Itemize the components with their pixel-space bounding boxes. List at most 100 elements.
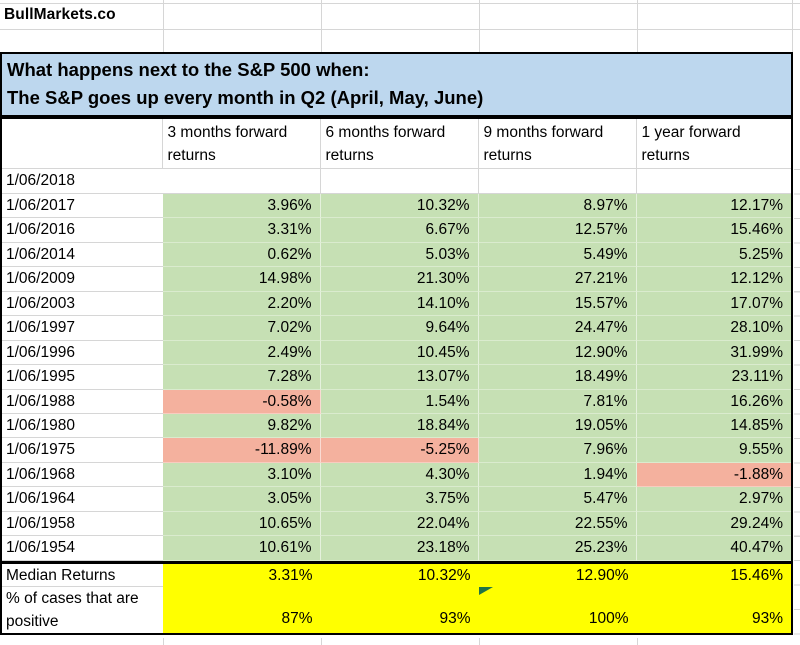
return-cell[interactable]: 2.20% <box>162 291 321 317</box>
return-cell[interactable]: 18.84% <box>320 413 479 439</box>
return-cell[interactable]: 3.05% <box>162 487 321 512</box>
return-cell[interactable]: 9.55% <box>636 438 791 463</box>
return-cell[interactable]: 19.05% <box>478 413 637 439</box>
return-cell[interactable]: 5.47% <box>478 487 637 512</box>
return-cell[interactable]: 100% <box>478 587 637 634</box>
return-cell[interactable]: 5.03% <box>320 242 479 268</box>
positive-label[interactable]: % of cases that are positive <box>6 590 139 630</box>
return-cell[interactable]: 28.10% <box>636 316 791 341</box>
return-cell[interactable]: 8.97% <box>478 194 637 219</box>
return-cell[interactable]: 22.04% <box>320 511 479 537</box>
column-header-6m[interactable]: 6 months forward returns <box>320 119 479 169</box>
date-cell[interactable]: 1/06/1954 <box>2 536 163 561</box>
return-cell[interactable]: 3.31% <box>162 563 321 588</box>
date-cell[interactable]: 1/06/2016 <box>2 218 163 243</box>
date-cell[interactable]: 1/06/1997 <box>2 316 163 341</box>
return-cell[interactable]: 2.49% <box>162 340 321 366</box>
return-cell[interactable]: 12.17% <box>636 194 791 219</box>
return-cell[interactable]: 12.12% <box>636 267 791 292</box>
column-header-1y[interactable]: 1 year forward returns <box>636 119 791 169</box>
return-cell[interactable]: 2.97% <box>636 487 791 512</box>
return-cell[interactable]: 7.02% <box>162 316 321 341</box>
return-cell[interactable]: 0.62% <box>162 242 321 268</box>
column-header-3m[interactable]: 3 months forward returns <box>162 119 321 169</box>
date-cell[interactable]: 1/06/1996 <box>2 340 163 366</box>
return-cell[interactable]: 15.46% <box>636 563 791 588</box>
return-cell[interactable]: 10.61% <box>162 536 321 561</box>
return-cell[interactable] <box>636 169 791 194</box>
return-cell[interactable]: 15.57% <box>478 291 637 317</box>
return-cell[interactable]: 10.45% <box>320 340 479 366</box>
date-cell[interactable]: 1/06/1964 <box>2 487 163 512</box>
return-cell[interactable]: 29.24% <box>636 511 791 537</box>
error-indicator-icon <box>478 587 493 596</box>
date-cell[interactable]: 1/06/1980 <box>2 413 163 439</box>
return-cell[interactable]: 23.18% <box>320 536 479 561</box>
return-cell[interactable]: 1.54% <box>320 389 479 414</box>
date-cell[interactable]: 1/06/1968 <box>2 462 163 488</box>
return-cell[interactable]: 14.85% <box>636 413 791 439</box>
return-cell[interactable]: 17.07% <box>636 291 791 317</box>
return-cell[interactable]: 10.32% <box>320 194 479 219</box>
return-cell[interactable]: 27.21% <box>478 267 637 292</box>
date-cell[interactable]: 1/06/2018 <box>2 169 163 194</box>
date-cell[interactable]: 1/06/1975 <box>2 438 163 463</box>
return-cell[interactable]: 18.49% <box>478 365 637 390</box>
column-header-9m[interactable]: 9 months forward returns <box>478 119 637 169</box>
return-cell[interactable]: 10.65% <box>162 511 321 537</box>
return-cell[interactable]: 5.49% <box>478 242 637 268</box>
date-cell[interactable]: 1/06/1988 <box>2 389 163 414</box>
date-cell[interactable]: 1/06/1958 <box>2 511 163 537</box>
return-cell[interactable]: 25.23% <box>478 536 637 561</box>
median-label[interactable]: Median Returns <box>2 564 163 588</box>
return-cell[interactable]: 31.99% <box>636 340 791 366</box>
return-cell[interactable]: 3.31% <box>162 218 321 243</box>
return-cell[interactable]: 12.90% <box>478 563 637 588</box>
return-cell[interactable]: 3.10% <box>162 462 321 488</box>
return-cell[interactable]: 24.47% <box>478 316 637 341</box>
return-cell[interactable]: 93% <box>320 587 479 634</box>
return-cell[interactable]: 23.11% <box>636 365 791 390</box>
date-cell[interactable]: 1/06/2009 <box>2 267 163 292</box>
return-cell[interactable]: -1.88% <box>636 462 791 488</box>
return-cell[interactable]: 6.67% <box>320 218 479 243</box>
return-cell[interactable]: 7.81% <box>478 389 637 414</box>
return-cell[interactable]: -0.58% <box>162 389 321 414</box>
return-cell[interactable]: 12.90% <box>478 340 637 366</box>
return-cell[interactable]: 13.07% <box>320 365 479 390</box>
return-cell[interactable]: 15.46% <box>636 218 791 243</box>
return-cell[interactable]: 22.55% <box>478 511 637 537</box>
table-row: 1/06/1988 -0.58% 1.54% 7.81% 16.26% <box>2 389 791 414</box>
return-cell[interactable]: 14.98% <box>162 267 321 292</box>
return-cell[interactable]: 14.10% <box>320 291 479 317</box>
return-cell[interactable] <box>478 169 637 194</box>
return-cell[interactable]: 3.96% <box>162 194 321 219</box>
return-cell[interactable]: 5.25% <box>636 242 791 268</box>
table-row: 1/06/2003 2.20% 14.10% 15.57% 17.07% <box>2 291 791 317</box>
return-cell[interactable]: -5.25% <box>320 438 479 463</box>
return-cell[interactable]: 87% <box>162 587 321 634</box>
return-cell[interactable]: 1.94% <box>478 462 637 488</box>
return-cell[interactable]: 9.64% <box>320 316 479 341</box>
date-cell[interactable]: 1/06/2014 <box>2 242 163 268</box>
return-cell[interactable] <box>162 169 321 194</box>
return-cell[interactable]: 93% <box>636 587 791 634</box>
corner-cell[interactable] <box>2 119 163 169</box>
title-block: What happens next to the S&P 500 when: T… <box>0 52 793 117</box>
return-cell[interactable]: 12.57% <box>478 218 637 243</box>
return-cell[interactable]: 7.28% <box>162 365 321 390</box>
return-cell[interactable]: -11.89% <box>162 438 321 463</box>
return-cell[interactable]: 9.82% <box>162 413 321 439</box>
return-cell[interactable]: 40.47% <box>636 536 791 561</box>
date-cell[interactable]: 1/06/2017 <box>2 194 163 219</box>
return-cell[interactable]: 4.30% <box>320 462 479 488</box>
return-cell[interactable]: 7.96% <box>478 438 637 463</box>
return-cell[interactable]: 21.30% <box>320 267 479 292</box>
date-cell[interactable]: 1/06/1995 <box>2 365 163 390</box>
return-cell[interactable]: 3.75% <box>320 487 479 512</box>
return-cell[interactable] <box>320 169 479 194</box>
date-cell[interactable]: 1/06/2003 <box>2 291 163 317</box>
return-cell[interactable]: 10.32% <box>320 563 479 588</box>
return-cell[interactable]: 16.26% <box>636 389 791 414</box>
